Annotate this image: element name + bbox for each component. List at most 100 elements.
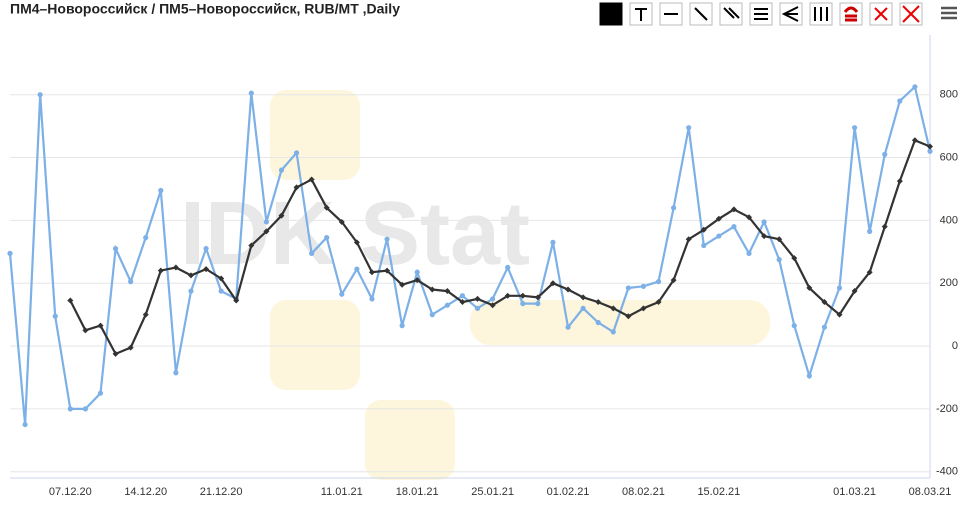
point bbox=[851, 288, 858, 295]
y-tick-label: 400 bbox=[940, 214, 958, 226]
point bbox=[565, 286, 572, 293]
point bbox=[263, 219, 269, 225]
x-tick-label: 08.03.21 bbox=[909, 486, 952, 498]
x-tick-label: 25.01.21 bbox=[471, 486, 514, 498]
point bbox=[323, 204, 330, 211]
point bbox=[172, 264, 179, 271]
point bbox=[550, 239, 556, 245]
series-line bbox=[69, 138, 931, 356]
trend-button[interactable] bbox=[689, 2, 713, 26]
point bbox=[233, 297, 240, 304]
point bbox=[896, 178, 903, 185]
point bbox=[897, 98, 903, 104]
point bbox=[746, 214, 753, 221]
x-tick-label: 11.01.21 bbox=[321, 486, 363, 498]
lines-button[interactable] bbox=[749, 2, 773, 26]
hline-button[interactable] bbox=[659, 2, 683, 26]
point bbox=[187, 272, 194, 279]
point bbox=[535, 301, 541, 307]
point bbox=[655, 299, 662, 306]
point bbox=[836, 311, 843, 318]
point bbox=[203, 266, 210, 273]
point bbox=[127, 344, 134, 351]
point bbox=[610, 305, 617, 312]
y-tick-label: 800 bbox=[940, 89, 958, 101]
point bbox=[82, 406, 89, 412]
point bbox=[686, 125, 692, 131]
fan-button[interactable] bbox=[779, 2, 803, 26]
delete-button[interactable] bbox=[869, 2, 893, 26]
point bbox=[821, 299, 828, 306]
menu-button[interactable] bbox=[941, 6, 957, 20]
x-tick-label: 01.02.21 bbox=[547, 486, 590, 498]
point bbox=[519, 292, 526, 299]
toolbar bbox=[599, 2, 957, 26]
point bbox=[218, 288, 224, 294]
layers-button[interactable] bbox=[839, 2, 863, 26]
point bbox=[324, 235, 330, 241]
point bbox=[761, 219, 767, 225]
point bbox=[369, 296, 375, 302]
point bbox=[429, 286, 436, 293]
point bbox=[489, 302, 496, 309]
point bbox=[625, 313, 632, 320]
channel-button[interactable] bbox=[719, 2, 743, 26]
point bbox=[308, 176, 315, 183]
point bbox=[384, 267, 391, 274]
point bbox=[746, 250, 752, 256]
color-button[interactable] bbox=[599, 2, 623, 26]
series-line bbox=[8, 84, 932, 425]
y-tick-label: -400 bbox=[936, 466, 958, 478]
point bbox=[474, 305, 481, 311]
point bbox=[37, 92, 43, 98]
x-tick-label: 21.12.20 bbox=[200, 486, 243, 498]
point bbox=[776, 257, 782, 263]
point bbox=[459, 293, 466, 299]
point bbox=[911, 137, 918, 144]
point bbox=[7, 250, 13, 256]
point bbox=[142, 311, 149, 318]
y-tick-label: 200 bbox=[940, 277, 958, 289]
vlines-button[interactable] bbox=[809, 2, 833, 26]
point bbox=[248, 90, 254, 96]
point bbox=[399, 323, 405, 329]
point bbox=[414, 277, 421, 284]
x-tick-label: 07.12.20 bbox=[49, 486, 92, 498]
point bbox=[429, 312, 435, 318]
x-tick-label: 18.01.21 bbox=[396, 486, 439, 498]
point bbox=[836, 285, 843, 291]
point bbox=[22, 421, 28, 428]
point bbox=[52, 313, 58, 319]
point bbox=[474, 295, 481, 302]
text-button[interactable] bbox=[629, 2, 653, 26]
point bbox=[866, 269, 873, 276]
point bbox=[384, 236, 390, 242]
point bbox=[414, 269, 420, 275]
point bbox=[128, 279, 134, 285]
point bbox=[505, 264, 511, 271]
point bbox=[353, 239, 360, 246]
point bbox=[158, 187, 164, 194]
delete-all-button[interactable] bbox=[899, 2, 923, 26]
point bbox=[640, 283, 647, 289]
point bbox=[685, 236, 692, 243]
point bbox=[534, 294, 541, 301]
y-tick-label: -200 bbox=[936, 403, 958, 415]
point bbox=[595, 319, 601, 326]
point bbox=[580, 305, 586, 311]
point bbox=[444, 302, 450, 308]
point bbox=[263, 228, 270, 235]
point bbox=[293, 184, 300, 191]
point bbox=[791, 323, 797, 329]
point bbox=[173, 370, 179, 376]
point bbox=[791, 255, 798, 262]
x-tick-label: 01.03.21 bbox=[833, 486, 876, 498]
point bbox=[700, 226, 707, 233]
point bbox=[354, 266, 360, 272]
point bbox=[112, 350, 119, 357]
point bbox=[520, 301, 526, 307]
point bbox=[670, 277, 677, 284]
point bbox=[338, 218, 345, 225]
point bbox=[806, 373, 812, 379]
